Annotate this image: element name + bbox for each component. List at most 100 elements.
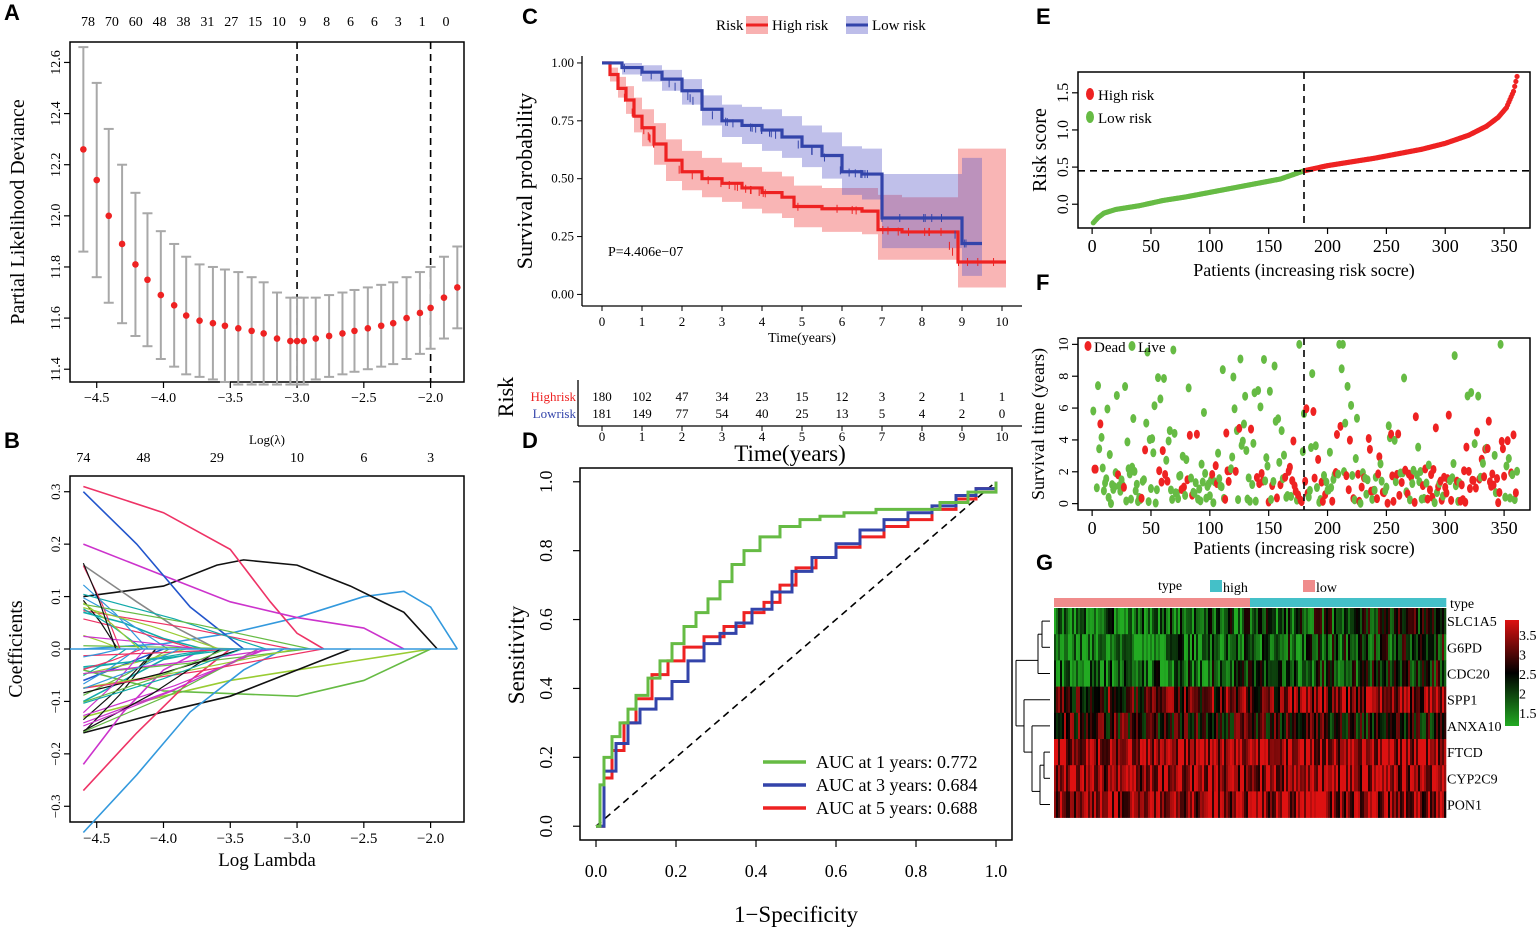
deviance-point bbox=[364, 325, 372, 332]
heatmap-cell bbox=[1276, 739, 1279, 766]
heatmap-cell bbox=[1246, 634, 1249, 661]
x-tick-label: 0.0 bbox=[585, 861, 608, 881]
heatmap-cell bbox=[1136, 634, 1139, 661]
annotation-cell bbox=[1208, 598, 1211, 607]
heatmap-cell bbox=[1240, 712, 1243, 740]
heatmap-cell bbox=[1054, 634, 1057, 661]
heatmap-cell bbox=[1090, 739, 1093, 766]
heatmap-cell bbox=[1308, 634, 1311, 661]
dead-point bbox=[1158, 477, 1165, 487]
live-point bbox=[1326, 447, 1333, 457]
heatmap-cell bbox=[1234, 660, 1237, 687]
annotation-cell bbox=[1188, 598, 1191, 607]
heatmap-cell bbox=[1166, 660, 1169, 687]
heatmap-cell bbox=[1158, 608, 1161, 635]
heatmap-cell bbox=[1070, 686, 1073, 714]
panel-b-coefficient-paths: −4.5 −4.0 −3.5 −3.0 −2.5 −2.0−0.3−0.2−0.10.00… bbox=[5, 451, 465, 871]
heatmap-cell bbox=[1208, 739, 1211, 766]
heatmap-cell bbox=[1330, 686, 1333, 714]
heatmap-cell bbox=[1098, 712, 1101, 740]
heatmap-cell bbox=[1358, 791, 1361, 818]
heatmap-cell bbox=[1352, 765, 1355, 792]
heatmap-cell bbox=[1072, 712, 1075, 740]
heatmap-cell bbox=[1250, 634, 1253, 661]
heatmap-cell bbox=[1084, 712, 1087, 740]
heatmap-cell bbox=[1390, 660, 1393, 687]
heatmap-cell bbox=[1114, 739, 1117, 766]
heatmap-cell bbox=[1388, 660, 1391, 687]
deviance-point bbox=[389, 319, 397, 327]
heatmap-cell bbox=[1276, 712, 1279, 740]
dead-point bbox=[1384, 498, 1391, 508]
dead-point bbox=[1319, 496, 1326, 506]
heatmap-cell bbox=[1204, 739, 1207, 766]
dead-point bbox=[1485, 416, 1492, 426]
heatmap-cell bbox=[1176, 791, 1179, 818]
heatmap-cell bbox=[1202, 712, 1205, 740]
heatmap-cell bbox=[1398, 660, 1401, 687]
heatmap-cell bbox=[1192, 739, 1195, 766]
heatmap-cell bbox=[1412, 791, 1415, 818]
heatmap-cell bbox=[1244, 765, 1247, 792]
live-point bbox=[1369, 494, 1376, 504]
annotation-legend-label: low bbox=[1316, 581, 1338, 596]
heatmap-cell bbox=[1392, 634, 1395, 661]
live-point bbox=[1165, 436, 1172, 446]
heatmap-cell bbox=[1140, 660, 1143, 687]
heatmap-cell bbox=[1380, 765, 1383, 792]
heatmap-cell bbox=[1248, 660, 1251, 687]
y-axis-label: Sensitivity bbox=[504, 605, 529, 704]
roc-curve bbox=[596, 481, 998, 828]
heatmap-cell bbox=[1424, 634, 1427, 661]
heatmap-cell bbox=[1412, 686, 1415, 714]
panel-label-b: B bbox=[4, 428, 20, 453]
heatmap-cell bbox=[1284, 712, 1287, 740]
dead-point bbox=[1462, 497, 1469, 507]
heatmap-cell bbox=[1142, 634, 1145, 661]
heatmap-cell bbox=[1134, 765, 1137, 792]
heatmap-cell bbox=[1306, 739, 1309, 766]
heatmap-cell bbox=[1096, 660, 1099, 687]
live-point bbox=[1230, 372, 1237, 382]
heatmap-cell bbox=[1282, 660, 1285, 687]
heatmap-cell bbox=[1316, 712, 1319, 740]
heatmap-cell bbox=[1134, 712, 1137, 740]
heatmap-cell bbox=[1246, 712, 1249, 740]
heatmap-cell bbox=[1196, 739, 1199, 766]
heatmap-cell bbox=[1432, 660, 1435, 687]
y-tick-label: 0.25 bbox=[551, 229, 574, 244]
heatmap-cell bbox=[1404, 712, 1407, 740]
top-count-label: 6 bbox=[371, 15, 378, 30]
dead-point bbox=[1329, 496, 1336, 506]
heatmap-cell bbox=[1410, 765, 1413, 792]
heatmap-cell bbox=[1208, 791, 1211, 818]
heatmap-cell bbox=[1240, 765, 1243, 792]
heatmap-cell bbox=[1426, 660, 1429, 687]
heatmap-cell bbox=[1066, 686, 1069, 714]
annotation-cell bbox=[1380, 598, 1383, 607]
heatmap-cell bbox=[1378, 634, 1381, 661]
heatmap-cell bbox=[1438, 660, 1441, 687]
heatmap-cell bbox=[1296, 634, 1299, 661]
annotation-cell bbox=[1248, 598, 1251, 607]
x-tick-label: 9 bbox=[959, 314, 966, 329]
heatmap-cell bbox=[1136, 608, 1139, 635]
heatmap-cell bbox=[1060, 686, 1063, 714]
heatmap-cell bbox=[1228, 608, 1231, 635]
heatmap-cell bbox=[1224, 608, 1227, 635]
heatmap-cell bbox=[1220, 660, 1223, 687]
heatmap-cell bbox=[1372, 660, 1375, 687]
heatmap-cell bbox=[1250, 791, 1253, 818]
deviance-point bbox=[440, 294, 448, 301]
risk-table-cell: 12 bbox=[836, 389, 849, 404]
heatmap-cell bbox=[1358, 712, 1361, 740]
heatmap-cell bbox=[1222, 791, 1225, 818]
heatmap-cell bbox=[1346, 712, 1349, 740]
heatmap-cell bbox=[1218, 791, 1221, 818]
heatmap-cell bbox=[1294, 712, 1297, 740]
annotation-cell bbox=[1084, 598, 1087, 607]
annotation-cell bbox=[1364, 598, 1367, 607]
heatmap-cell bbox=[1160, 765, 1163, 792]
heatmap-cell bbox=[1272, 634, 1275, 661]
live-point bbox=[1351, 495, 1358, 505]
